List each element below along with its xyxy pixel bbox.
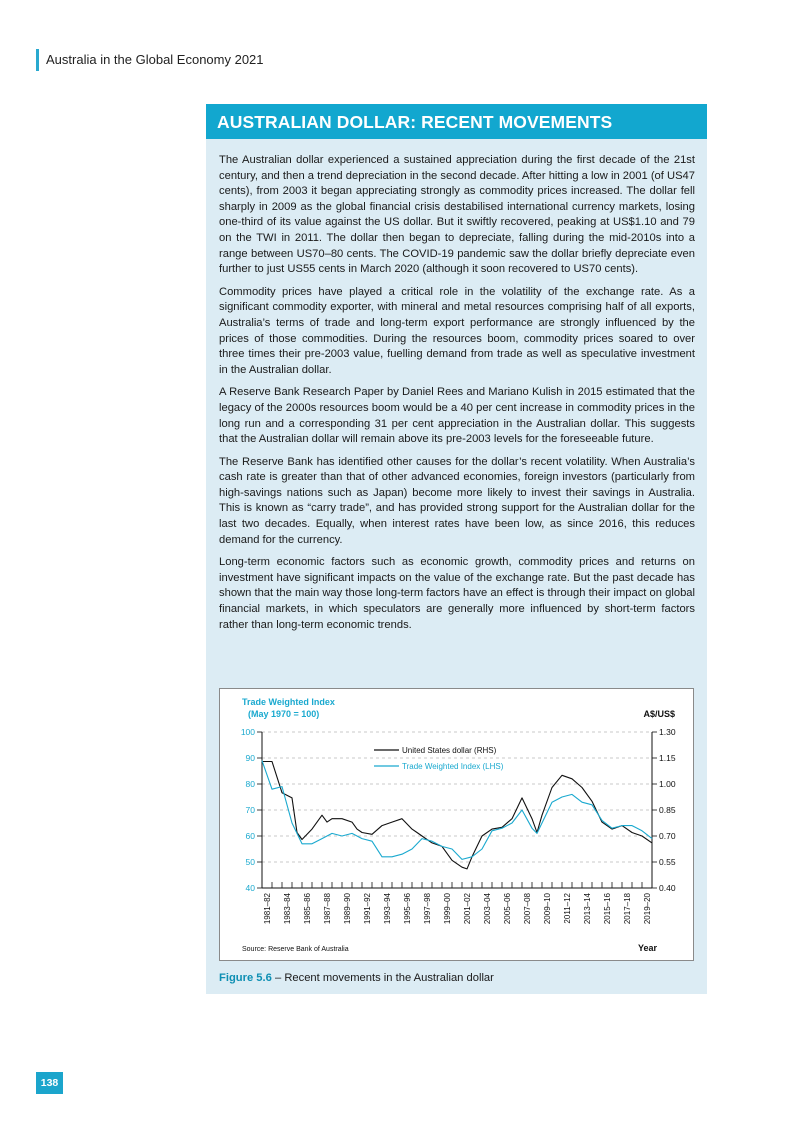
y-tick-label-right: 1.00 xyxy=(659,779,676,789)
x-tick-label: 1999–00 xyxy=(443,892,452,924)
figure-caption: Figure 5.6 – Recent movements in the Aus… xyxy=(219,972,494,984)
page-number: 138 xyxy=(36,1072,63,1094)
x-tick-label: 1981–82 xyxy=(263,892,272,924)
series-line-usd xyxy=(262,760,653,870)
paragraph-1: The Australian dollar experienced a sust… xyxy=(219,154,695,276)
y-tick-label-right: 0.70 xyxy=(659,831,676,841)
x-tick-label: 1995–96 xyxy=(403,892,412,924)
y-tick-label-right: 1.30 xyxy=(659,727,676,737)
y-tick-label-left: 60 xyxy=(246,831,256,841)
paragraph-3: A Reserve Bank Research Paper by Daniel … xyxy=(219,386,695,446)
y-axis-title-right: A$/US$ xyxy=(643,709,675,719)
y-tick-label-right: 1.15 xyxy=(659,753,676,763)
y-tick-label-left: 80 xyxy=(246,779,256,789)
x-tick-label: 2007–08 xyxy=(523,892,532,924)
paragraph-2: Commodity prices have played a critical … xyxy=(219,285,695,376)
legend-label: United States dollar (RHS) xyxy=(402,746,497,755)
x-tick-label: 2015–16 xyxy=(603,892,612,924)
running-header-title: Australia in the Global Economy 2021 xyxy=(46,52,264,67)
x-tick-label: 2005–06 xyxy=(503,892,512,924)
x-tick-label: 1983–84 xyxy=(283,892,292,924)
x-tick-label: 1991–92 xyxy=(363,892,372,924)
y-tick-label-left: 90 xyxy=(246,753,256,763)
paragraph-4: The Reserve Bank has identified other ca… xyxy=(219,455,695,546)
exchange-rate-chart: 100 1.30 90 1.15 80 1.00 70 0.85 60 0.70 50 0.55 40 0… xyxy=(241,697,676,953)
x-tick-label: 2017–18 xyxy=(623,892,632,924)
y-tick-label-left: 70 xyxy=(246,805,256,815)
box-title: AUSTRALIAN DOLLAR: RECENT MOVEMENTS xyxy=(206,104,707,139)
x-tick-label: 1993–94 xyxy=(383,892,392,924)
y-tick-label-left: 100 xyxy=(241,727,255,737)
x-tick-label: 1989–90 xyxy=(343,892,352,924)
paragraph-5: Long-term economic factors such as econo… xyxy=(219,556,695,631)
y-tick-label-left: 50 xyxy=(246,857,256,867)
caption-separator: – xyxy=(271,972,285,984)
running-header: Australia in the Global Economy 2021 xyxy=(36,49,264,71)
chart-frame: 100 1.30 90 1.15 80 1.00 70 0.85 60 0.70 50 0.55 40 0… xyxy=(219,688,694,961)
box-body: The Australian dollar experienced a sust… xyxy=(219,153,695,640)
x-tick-label: 2003–04 xyxy=(483,892,492,924)
figure-number: Figure 5.6 xyxy=(219,972,272,984)
feature-box: AUSTRALIAN DOLLAR: RECENT MOVEMENTS The … xyxy=(206,104,707,994)
chart-source: Source: Reserve Bank of Australia xyxy=(242,946,349,953)
x-tick-label: 2019–20 xyxy=(643,892,652,924)
x-tick-label: 2011–12 xyxy=(563,892,572,923)
caption-text: Recent movements in the Australian dolla… xyxy=(284,972,494,984)
y-tick-label-right: 0.55 xyxy=(659,857,676,867)
y-tick-label-right: 0.85 xyxy=(659,805,676,815)
legend-label: Trade Weighted Index (LHS) xyxy=(402,762,504,771)
x-axis-title: Year xyxy=(638,943,658,953)
x-tick-label: 1985–86 xyxy=(303,892,312,924)
y-tick-label-right: 0.40 xyxy=(659,883,676,893)
y-axis-title-left-line2: (May 1970 = 100) xyxy=(248,709,319,719)
x-tick-label: 2009–10 xyxy=(543,892,552,924)
series-line-twi xyxy=(261,760,653,860)
y-axis-title-left-line1: Trade Weighted Index xyxy=(242,697,335,707)
x-tick-label: 1987–88 xyxy=(323,892,332,924)
x-tick-label: 1997–98 xyxy=(423,892,432,924)
y-tick-label-left: 40 xyxy=(246,883,256,893)
x-tick-label: 2001–02 xyxy=(463,892,472,924)
x-tick-label: 2013–14 xyxy=(583,892,592,924)
